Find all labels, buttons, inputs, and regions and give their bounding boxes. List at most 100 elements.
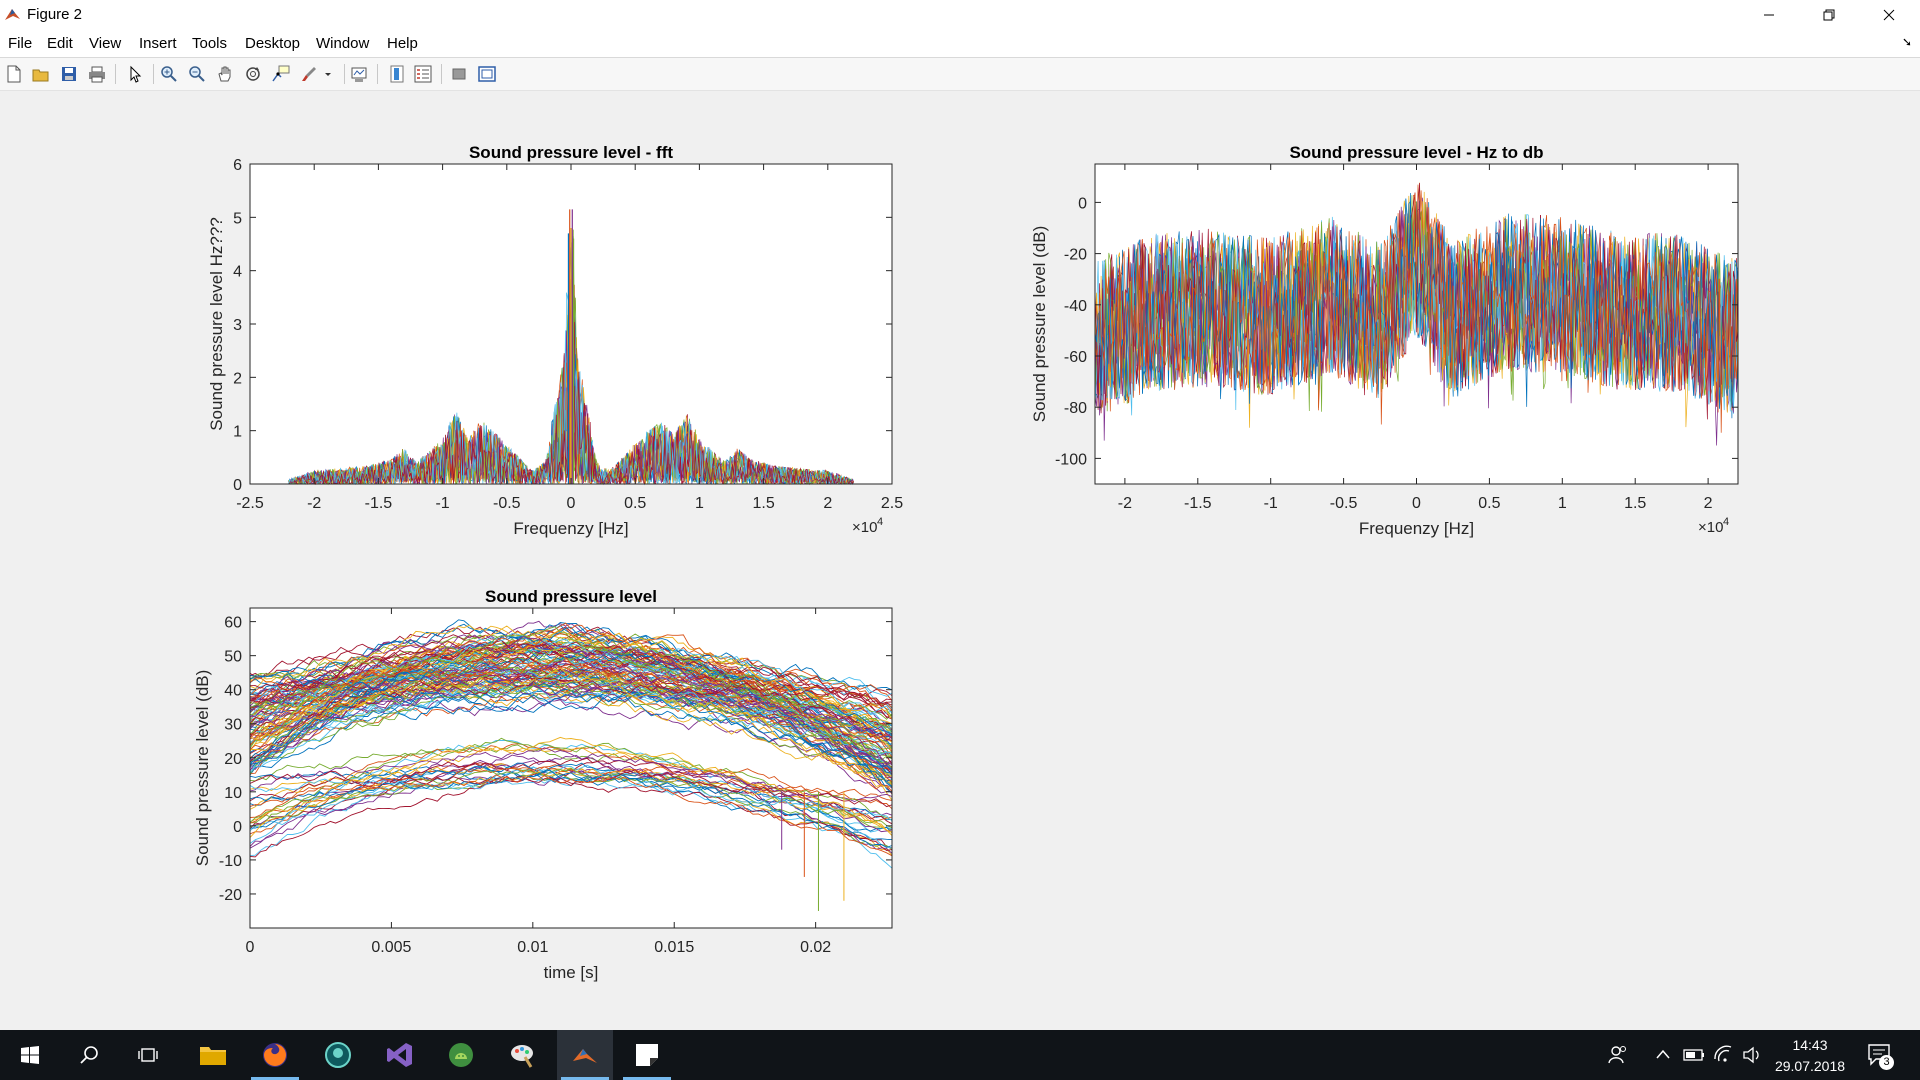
- menu-insert[interactable]: Insert: [139, 35, 177, 52]
- menu-help[interactable]: Help: [387, 35, 418, 52]
- y-tick-label: -100: [1055, 451, 1087, 468]
- action-center-button[interactable]: 3: [1864, 1040, 1894, 1070]
- brush-dropdown[interactable]: [322, 63, 334, 85]
- axes-title: Sound pressure level - Hz to db: [1289, 143, 1543, 162]
- hide-plot-tools-button[interactable]: [448, 63, 470, 85]
- paint-app-button[interactable]: [495, 1030, 551, 1080]
- y-tick-label: -40: [1064, 298, 1087, 315]
- pan-icon: [218, 66, 231, 82]
- gitkraken-button[interactable]: [310, 1030, 366, 1080]
- menu-window[interactable]: Window: [316, 35, 370, 52]
- pan-button[interactable]: [214, 63, 236, 85]
- figure-toolbar: [0, 58, 1920, 91]
- volume-icon[interactable]: [1742, 1045, 1762, 1065]
- link-plot-button[interactable]: [348, 63, 370, 85]
- rotate-3d-icon: [246, 67, 260, 81]
- file-explorer-button[interactable]: [185, 1030, 241, 1080]
- y-tick-label: 30: [224, 717, 242, 734]
- print-button[interactable]: [86, 63, 108, 85]
- y-axis-label: Sound pressure level (dB): [193, 670, 212, 867]
- spl-series-line: [249, 627, 893, 775]
- menu-bar: File Edit View Insert Tools Desktop Wind…: [0, 29, 1920, 58]
- battery-icon[interactable]: [1683, 1048, 1705, 1062]
- sticky-notes-button[interactable]: [619, 1030, 675, 1080]
- spl-series-line: [249, 642, 893, 775]
- spl-series-line: [249, 635, 893, 764]
- task-view-button[interactable]: [120, 1030, 176, 1080]
- menu-tools[interactable]: Tools: [192, 35, 228, 52]
- menu-desktop[interactable]: Desktop: [245, 35, 301, 52]
- spl-series-line: [249, 677, 893, 708]
- print-icon: [89, 66, 105, 83]
- toolbar-separator: [344, 64, 345, 84]
- zoom-out-button[interactable]: [186, 63, 208, 85]
- notification-count-badge: 3: [1879, 1055, 1894, 1070]
- menu-file[interactable]: File: [8, 35, 33, 52]
- start-button[interactable]: [2, 1030, 58, 1080]
- y-tick-label: 10: [224, 785, 242, 802]
- android-studio-button[interactable]: [433, 1030, 489, 1080]
- minimize-button[interactable]: [1740, 0, 1798, 29]
- x-exponent-power: 4: [877, 516, 883, 528]
- open-file-button[interactable]: [30, 63, 52, 85]
- spl-series-line: [249, 736, 893, 838]
- spl-series-line: [249, 667, 893, 801]
- show-plot-tools-button[interactable]: [476, 63, 498, 85]
- y-tick-label: 0: [233, 819, 242, 836]
- start-icon: [21, 1046, 39, 1064]
- y-tick-label: 3: [233, 317, 242, 334]
- save-button[interactable]: [58, 63, 80, 85]
- menu-edit[interactable]: Edit: [47, 35, 73, 52]
- rotate-3d-button[interactable]: [242, 63, 264, 85]
- x-tick-label: -2: [1118, 495, 1132, 512]
- toolbar-separator: [377, 64, 378, 84]
- y-tick-label: 4: [233, 264, 242, 281]
- search-icon: [80, 1046, 98, 1064]
- db-series-line: [1094, 184, 1739, 411]
- chevron-down-icon: [325, 73, 331, 76]
- y-tick-label: -80: [1064, 400, 1087, 417]
- active-indicator: [623, 1077, 671, 1080]
- data-cursor-button[interactable]: [270, 63, 292, 85]
- y-tick-label: 2: [233, 370, 242, 387]
- brush-button[interactable]: [298, 63, 320, 85]
- clock-time[interactable]: 14:43: [1792, 1037, 1828, 1053]
- toolbar-separator: [153, 64, 154, 84]
- toolbar-separator: [115, 64, 116, 84]
- link-plot-icon: [351, 67, 367, 82]
- zoom-out-icon: [189, 66, 205, 82]
- x-tick-label: 2: [1704, 495, 1713, 512]
- y-tick-label: -60: [1064, 349, 1087, 366]
- x-tick-label: 2: [823, 495, 832, 512]
- visual-studio-button[interactable]: [372, 1030, 428, 1080]
- restore-button[interactable]: [1800, 0, 1858, 29]
- open-file-icon: [32, 69, 49, 82]
- people-icon[interactable]: [1608, 1045, 1628, 1065]
- matlab-taskbar-button[interactable]: [557, 1030, 613, 1080]
- new-figure-button[interactable]: [3, 63, 25, 85]
- dock-arrow-icon[interactable]: ➘: [1901, 35, 1912, 49]
- legend-button[interactable]: [412, 63, 434, 85]
- search-button[interactable]: [61, 1030, 117, 1080]
- gitkraken-icon: [325, 1042, 351, 1068]
- menu-view[interactable]: View: [89, 35, 122, 52]
- sticky-notes-icon: [636, 1044, 658, 1066]
- x-axis-label: Frequenzy [Hz]: [513, 519, 628, 538]
- pointer-button[interactable]: [124, 63, 146, 85]
- spl-series-line: [249, 622, 893, 782]
- y-axis-label: Sound pressure level Hz???: [207, 217, 226, 431]
- y-tick-label: 5: [233, 210, 242, 227]
- spl-series-line: [249, 769, 893, 808]
- chevron-up-icon[interactable]: [1655, 1048, 1671, 1060]
- wifi-icon[interactable]: [1713, 1045, 1733, 1065]
- spl-series-line: [249, 737, 893, 828]
- x-tick-label: 1: [1558, 495, 1567, 512]
- zoom-in-button[interactable]: [158, 63, 180, 85]
- firefox-button[interactable]: [247, 1030, 303, 1080]
- y-tick-label: -20: [219, 887, 242, 904]
- colorbar-button[interactable]: [386, 63, 408, 85]
- android-studio-icon: [449, 1043, 473, 1067]
- clock-date[interactable]: 29.07.2018: [1774, 1058, 1846, 1074]
- close-button[interactable]: [1860, 0, 1918, 29]
- new-figure-icon: [7, 65, 21, 83]
